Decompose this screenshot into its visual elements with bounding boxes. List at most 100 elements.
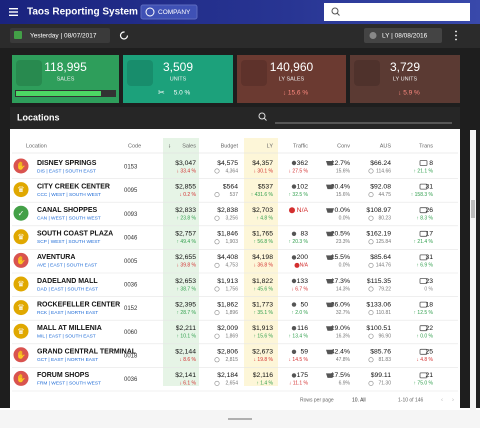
people-icon — [291, 160, 297, 166]
ly-button[interactable] — [364, 28, 442, 43]
date-label[interactable]: Yesterday | 08/07/2017 — [30, 33, 97, 40]
prev-page[interactable]: ‹ — [441, 398, 443, 404]
location-name: CANAL SHOPPES — [37, 207, 97, 214]
budget: $1,846 — [217, 231, 238, 238]
traffic-delta: N/A — [300, 263, 309, 269]
budget-sub: 537 — [230, 192, 239, 198]
budget-sub: 4,364 — [225, 168, 238, 174]
table: Location Code Sales Budget LY Traffic Conv AUS T… — [12, 143, 458, 404]
history-icon — [368, 310, 374, 316]
traffic-delta: ↑ 13.4 % — [289, 334, 309, 340]
sales: $2,655 — [175, 254, 196, 261]
aus-sub: 110.81 — [376, 310, 391, 316]
basket-icon — [326, 326, 334, 331]
column-header[interactable]: LY — [267, 143, 274, 149]
menu-icon[interactable] — [9, 8, 18, 16]
ly: $2,703 — [252, 207, 273, 214]
traffic: N/A — [297, 207, 309, 214]
trans-delta: ↑ 8.3 % — [416, 216, 433, 222]
company-button[interactable] — [140, 4, 198, 20]
ly-delta: ↑ 431.6 % — [251, 192, 274, 198]
traffic-delta: ↑ 2.0 % — [291, 310, 308, 316]
table-panel — [10, 129, 460, 410]
aus-sub: 125.84 — [376, 239, 392, 245]
kpi-card — [237, 55, 346, 103]
basket-icon — [326, 231, 334, 237]
ly-delta: ↓ 30.1 % — [254, 168, 274, 174]
kpi-value: 3,509 — [163, 60, 193, 74]
more-icon[interactable] — [455, 30, 457, 41]
traffic-delta: ↑ 20.3 % — [289, 239, 309, 245]
history-icon — [214, 239, 220, 245]
card-icon — [419, 278, 428, 284]
status-badge — [13, 182, 29, 198]
column-header[interactable]: Code — [128, 143, 141, 149]
history-icon — [368, 192, 374, 198]
store-code: 0036 — [124, 377, 138, 383]
aus: $99.11 — [371, 372, 392, 379]
conv-sub: 15.6% — [336, 192, 351, 198]
sales-delta: ↓ 6.1 % — [179, 381, 196, 387]
ly-delta: ↑ 56.8 % — [254, 239, 274, 245]
basket-icon — [326, 279, 334, 284]
kpi-watermark — [16, 60, 42, 86]
budget-sub: 1,756 — [225, 286, 238, 292]
page-size-select[interactable]: 10. All — [352, 397, 366, 403]
column-header[interactable]: Sales — [182, 143, 196, 149]
company-label[interactable]: COMPANY — [158, 9, 191, 16]
budget: $1,862 — [217, 301, 238, 308]
conv: 15.5% — [331, 254, 350, 261]
location-sub: DIS | EAST | SOUTH EAST — [37, 168, 96, 174]
aus-sub: 144.76 — [376, 263, 392, 269]
column-header[interactable]: Location — [26, 143, 47, 149]
ly-label[interactable]: LY | 08/08/2016 — [382, 33, 428, 40]
kpi-value: 140,960 — [270, 60, 314, 74]
conv-sub: 0.0% — [339, 216, 351, 222]
history-icon — [214, 357, 220, 363]
store-code: 0060 — [124, 330, 138, 336]
traffic: 102 — [297, 183, 309, 190]
aus: $162.19 — [366, 231, 391, 238]
budget-sub: 3,256 — [225, 216, 238, 222]
column-header[interactable]: AUS — [380, 143, 392, 149]
status-icon: ♛ — [17, 303, 24, 312]
refresh-icon[interactable] — [119, 31, 129, 40]
ly-delta: ↓ 19.8 % — [254, 357, 274, 363]
date-button[interactable] — [10, 28, 110, 43]
store-code: 0153 — [124, 165, 138, 171]
trans-delta: 0 % — [424, 286, 433, 292]
history-icon — [368, 215, 374, 221]
trans: 31 — [425, 254, 433, 261]
kpi-delta: ↓ 5.9 % — [398, 90, 420, 97]
people-icon — [291, 184, 297, 189]
trans-delta: ↑ 12.5 % — [414, 310, 434, 316]
location-name: FORUM SHOPS — [37, 372, 89, 379]
column-header[interactable]: Conv — [337, 143, 350, 149]
kpi-value: 3,729 — [390, 60, 420, 74]
aus-sub: 96.90 — [378, 334, 391, 340]
locations-header — [10, 107, 460, 129]
people-icon — [291, 255, 297, 260]
column-header[interactable]: Trans — [419, 143, 433, 149]
trans-delta: ↑ 21.4 % — [414, 239, 434, 245]
sales: $2,141 — [175, 372, 196, 379]
ly: $4,357 — [252, 160, 273, 167]
ly-delta: ↑ 45.6 % — [254, 286, 274, 292]
trans: 23 — [425, 278, 433, 285]
conv-sub: 0.0% — [339, 263, 351, 269]
status-icon: ♛ — [17, 280, 24, 289]
history-icon — [214, 192, 220, 198]
budget: $2,009 — [217, 325, 238, 332]
budget: $2,184 — [217, 372, 238, 379]
card-icon — [419, 183, 428, 190]
scissors-icon: ✂ — [158, 88, 165, 97]
next-page[interactable]: › — [452, 398, 454, 404]
location-name: SOUTH COAST PLAZA — [37, 231, 113, 238]
search-box[interactable] — [324, 3, 470, 21]
column-header[interactable]: Budget — [221, 143, 239, 149]
budget: $564 — [223, 183, 238, 190]
aus-sub: 71.30 — [378, 381, 391, 387]
scrollbar-thumb[interactable] — [471, 200, 475, 218]
aus: $133.06 — [366, 301, 391, 308]
column-header[interactable]: Traffic — [293, 143, 308, 149]
